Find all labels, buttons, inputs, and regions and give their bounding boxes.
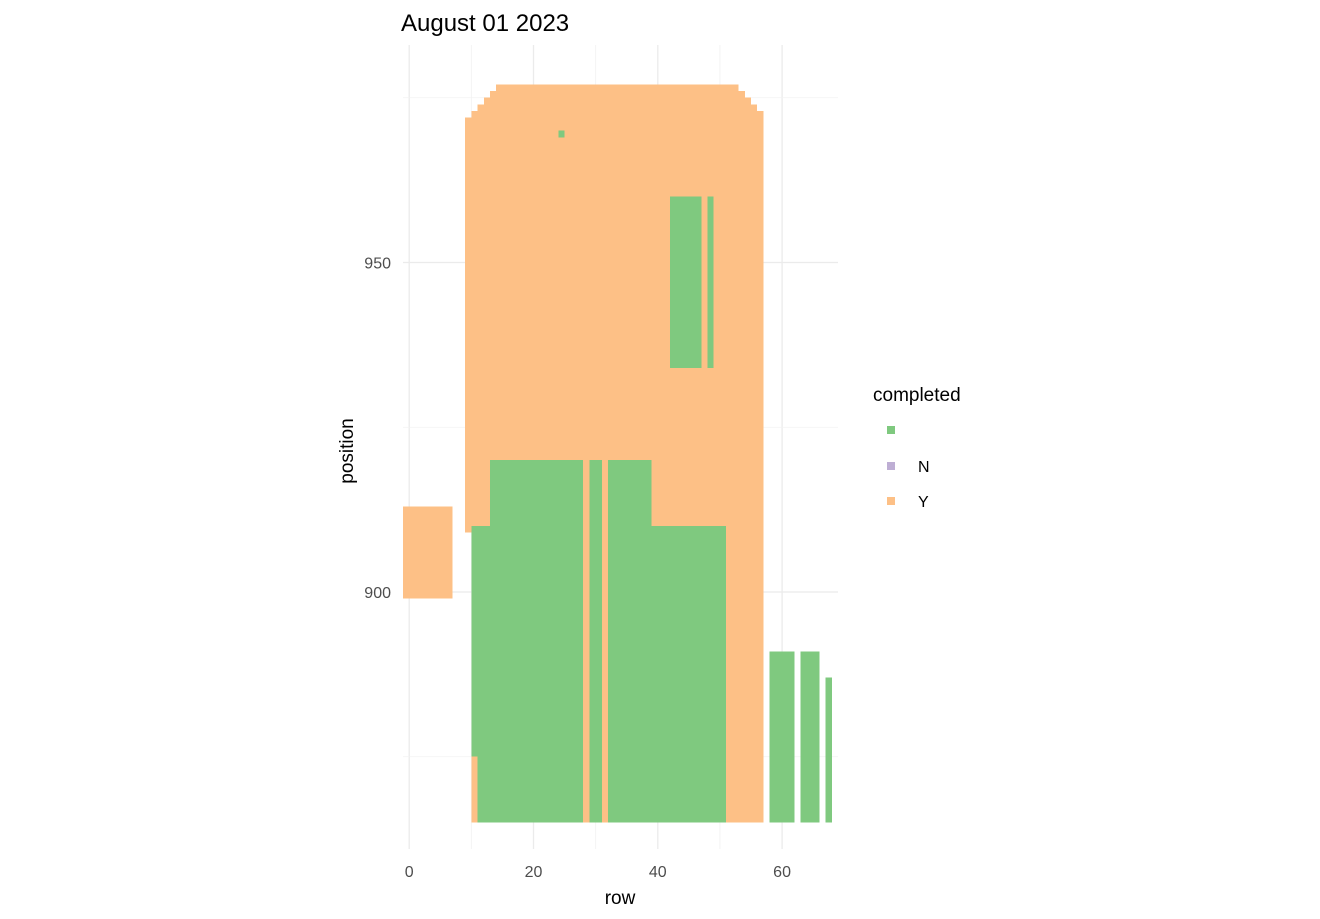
legend: completed N Y bbox=[873, 385, 961, 511]
heatmap-cell bbox=[490, 91, 745, 98]
heatmap-cell bbox=[825, 677, 832, 823]
heatmap-cell bbox=[769, 651, 783, 823]
heatmap-cell bbox=[589, 460, 602, 823]
legend-key bbox=[887, 497, 895, 505]
x-tick-label: 60 bbox=[773, 864, 791, 881]
heatmap-cell bbox=[800, 651, 807, 823]
legend-key bbox=[887, 426, 895, 434]
heatmap-cell bbox=[806, 651, 820, 823]
legend-title: completed bbox=[873, 385, 961, 406]
cells bbox=[403, 84, 832, 823]
heatmap-cell bbox=[651, 526, 727, 823]
heatmap-cell bbox=[471, 526, 490, 757]
heatmap-cell bbox=[608, 460, 627, 823]
x-axis-title: row bbox=[605, 888, 636, 909]
heatmap-cell bbox=[496, 84, 739, 92]
heatmap-cell bbox=[471, 110, 764, 118]
heatmap-cell bbox=[477, 104, 758, 111]
heatmap-cell bbox=[782, 651, 795, 823]
y-tick-label: 950 bbox=[364, 255, 391, 272]
x-tick-label: 20 bbox=[525, 864, 543, 881]
chart-title: August 01 2023 bbox=[401, 10, 569, 37]
x-axis-ticks: 0 20 40 60 bbox=[405, 864, 791, 881]
heatmap-cell bbox=[490, 460, 584, 757]
heatmap-cell bbox=[670, 196, 696, 368]
x-tick-label: 40 bbox=[649, 864, 667, 881]
heatmap-cell bbox=[626, 460, 652, 823]
heatmap-cell bbox=[403, 506, 453, 599]
heatmap-cell bbox=[477, 756, 584, 823]
heatmap-cell bbox=[483, 97, 751, 105]
x-tick-label: 0 bbox=[405, 864, 414, 881]
legend-label: Y bbox=[918, 494, 929, 511]
legend-label: N bbox=[918, 459, 930, 476]
y-axis-ticks: 900 950 bbox=[364, 255, 391, 602]
heatmap-cell bbox=[695, 196, 702, 368]
y-tick-label: 900 bbox=[364, 585, 391, 602]
heatmap-cell bbox=[707, 196, 714, 368]
heatmap-cell bbox=[558, 130, 565, 138]
y-axis-title: position bbox=[337, 418, 358, 484]
legend-key bbox=[887, 462, 895, 470]
